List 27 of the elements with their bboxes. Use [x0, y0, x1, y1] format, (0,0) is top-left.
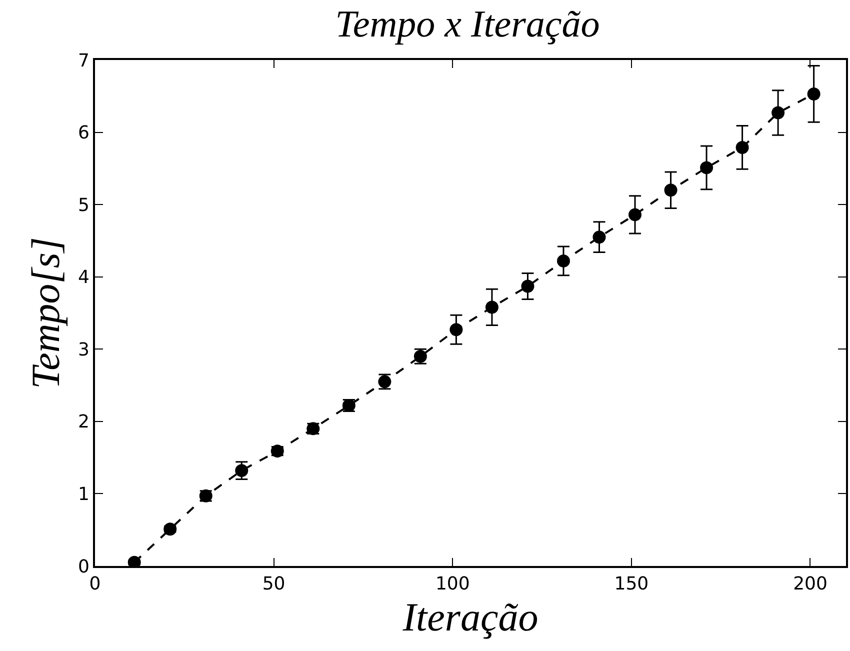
- point: [592, 230, 606, 244]
- y-tick-label: 2: [78, 412, 90, 433]
- x-tick-label: 50: [262, 574, 286, 595]
- point: [521, 280, 534, 293]
- y-tick-label: 6: [78, 122, 90, 144]
- point: [807, 87, 820, 100]
- point: [664, 184, 678, 197]
- x-tick-label: 100: [435, 574, 470, 595]
- x-axis-title: Iteração: [402, 594, 538, 640]
- y-tick-label: 0: [78, 556, 90, 578]
- y-tick-label: 1: [78, 484, 90, 506]
- chart-title: Tempo x Iteração: [335, 3, 600, 46]
- x-tick-label: 150: [614, 574, 649, 595]
- y-axis-title: Tempo[s]: [22, 237, 68, 389]
- point: [628, 208, 642, 222]
- point: [450, 323, 463, 336]
- point: [736, 140, 749, 154]
- point: [485, 300, 498, 314]
- point: [556, 254, 570, 268]
- y-tick-label: 5: [78, 194, 90, 216]
- point: [700, 161, 714, 174]
- y-tick-label: 7: [78, 50, 90, 72]
- x-tick-label: 200: [793, 574, 828, 595]
- y-tick-label: 3: [78, 339, 90, 360]
- point: [772, 106, 785, 120]
- y-tick-label: 4: [78, 267, 90, 288]
- point: [164, 522, 177, 536]
